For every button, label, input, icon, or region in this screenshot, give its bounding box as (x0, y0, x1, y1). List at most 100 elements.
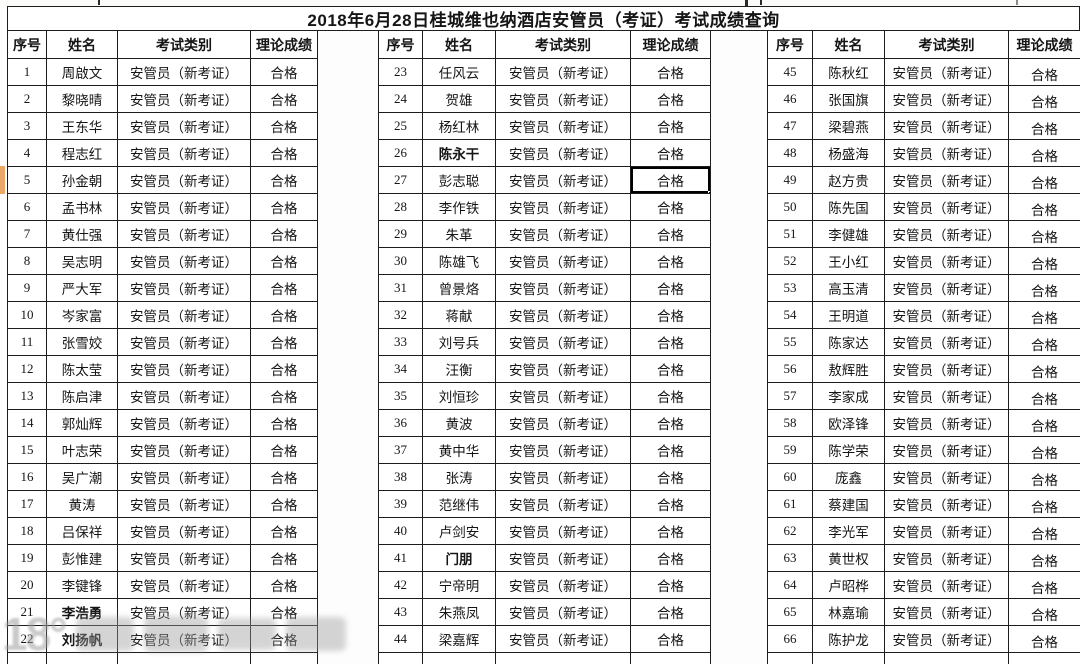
name-cell[interactable]: 高玉清 (812, 274, 885, 302)
score-cell[interactable]: 合格 (1008, 85, 1080, 113)
col-header-no[interactable]: 序号 (767, 30, 813, 59)
name-cell[interactable]: 李作铁 (422, 193, 496, 221)
name-cell[interactable]: 李健雄 (812, 220, 885, 248)
exam-type-cell[interactable]: 安管员（新考证） (117, 409, 251, 437)
score-cell[interactable]: 合格 (630, 328, 711, 356)
score-cell[interactable]: 合格 (630, 274, 711, 302)
empty-cell[interactable] (884, 652, 1009, 664)
exam-type-cell[interactable]: 安管员（新考证） (495, 112, 631, 140)
row-number-cell[interactable]: 14 (7, 409, 47, 437)
row-number-cell[interactable]: 65 (767, 598, 813, 626)
name-cell[interactable]: 陈护龙 (812, 625, 885, 653)
row-number-cell[interactable]: 10 (7, 301, 47, 329)
exam-type-cell[interactable]: 安管员（新考证） (495, 274, 631, 302)
exam-type-cell[interactable]: 安管员（新考证） (884, 58, 1009, 86)
exam-type-cell[interactable]: 安管员（新考证） (884, 490, 1009, 518)
exam-type-cell[interactable]: 安管员（新考证） (495, 220, 631, 248)
score-cell[interactable]: 合格 (630, 193, 711, 221)
row-number-cell[interactable]: 20 (7, 571, 47, 599)
row-number-cell[interactable]: 63 (767, 544, 813, 572)
exam-type-cell[interactable]: 安管员（新考证） (495, 598, 631, 626)
col-header-type[interactable]: 考试类别 (495, 30, 631, 59)
empty-cell[interactable] (812, 652, 885, 664)
row-number-cell[interactable]: 57 (767, 382, 813, 410)
row-number-cell[interactable]: 13 (7, 382, 47, 410)
score-cell[interactable]: 合格 (1008, 301, 1080, 329)
row-number-cell[interactable]: 19 (7, 544, 47, 572)
name-cell[interactable]: 刘扬帆 (46, 625, 118, 653)
score-cell[interactable]: 合格 (630, 409, 711, 437)
score-cell[interactable]: 合格 (1008, 247, 1080, 275)
exam-type-cell[interactable]: 安管员（新考证） (117, 436, 251, 464)
row-number-cell[interactable]: 34 (378, 355, 423, 383)
row-number-cell[interactable]: 7 (7, 220, 47, 248)
name-cell[interactable]: 吴志明 (46, 247, 118, 275)
selection-fill-handle[interactable] (708, 191, 710, 193)
name-cell[interactable]: 敖辉胜 (812, 355, 885, 383)
exam-type-cell[interactable]: 安管员（新考证） (117, 193, 251, 221)
name-cell[interactable]: 吕保祥 (46, 517, 118, 545)
exam-type-cell[interactable]: 安管员（新考证） (884, 517, 1009, 545)
score-cell[interactable]: 合格 (1008, 544, 1080, 572)
name-cell[interactable]: 黄仕强 (46, 220, 118, 248)
score-cell[interactable]: 合格 (250, 58, 318, 86)
row-number-cell[interactable]: 12 (7, 355, 47, 383)
exam-type-cell[interactable]: 安管员（新考证） (495, 301, 631, 329)
exam-type-cell[interactable]: 安管员（新考证） (117, 247, 251, 275)
exam-type-cell[interactable]: 安管员（新考证） (117, 463, 251, 491)
exam-type-cell[interactable]: 安管员（新考证） (884, 274, 1009, 302)
sheet-title-cell[interactable]: 2018年6月28日桂城维也纳酒店安管员（考证）考试成绩查询 (7, 6, 1080, 31)
row-number-cell[interactable]: 41 (378, 544, 423, 572)
name-cell[interactable]: 黄涛 (46, 490, 118, 518)
score-cell[interactable]: 合格 (1008, 193, 1080, 221)
col-header-score[interactable]: 理论成绩 (630, 30, 711, 59)
exam-type-cell[interactable]: 安管员（新考证） (117, 139, 251, 167)
exam-type-cell[interactable]: 安管员（新考证） (495, 247, 631, 275)
row-number-cell[interactable]: 29 (378, 220, 423, 248)
name-cell[interactable]: 王明道 (812, 301, 885, 329)
row-number-cell[interactable]: 26 (378, 139, 423, 167)
exam-type-cell[interactable]: 安管员（新考证） (495, 193, 631, 221)
exam-type-cell[interactable]: 安管员（新考证） (117, 517, 251, 545)
row-number-cell[interactable]: 25 (378, 112, 423, 140)
name-cell[interactable]: 陈秋红 (812, 58, 885, 86)
name-cell[interactable]: 吴广潮 (46, 463, 118, 491)
name-cell[interactable]: 周啟文 (46, 58, 118, 86)
score-cell[interactable]: 合格 (1008, 220, 1080, 248)
score-cell[interactable]: 合格 (630, 247, 711, 275)
row-number-cell[interactable]: 6 (7, 193, 47, 221)
name-cell[interactable]: 叶志荣 (46, 436, 118, 464)
exam-type-cell[interactable]: 安管员（新考证） (117, 274, 251, 302)
score-cell[interactable]: 合格 (630, 598, 711, 626)
name-cell[interactable]: 孙金朝 (46, 166, 118, 194)
name-cell[interactable]: 杨红林 (422, 112, 496, 140)
row-number-cell[interactable]: 27 (378, 166, 423, 194)
score-cell[interactable]: 合格 (250, 463, 318, 491)
row-number-cell[interactable]: 40 (378, 517, 423, 545)
score-cell[interactable]: 合格 (1008, 463, 1080, 491)
exam-type-cell[interactable]: 安管员（新考证） (117, 220, 251, 248)
row-number-cell[interactable]: 39 (378, 490, 423, 518)
score-cell[interactable]: 合格 (250, 166, 318, 194)
row-number-cell[interactable]: 51 (767, 220, 813, 248)
row-number-cell[interactable]: 45 (767, 58, 813, 86)
score-cell[interactable]: 合格 (630, 220, 711, 248)
exam-type-cell[interactable]: 安管员（新考证） (495, 328, 631, 356)
exam-type-cell[interactable]: 安管员（新考证） (117, 382, 251, 410)
exam-type-cell[interactable]: 安管员（新考证） (117, 598, 251, 626)
row-number-cell[interactable]: 42 (378, 571, 423, 599)
row-number-cell[interactable]: 8 (7, 247, 47, 275)
row-number-cell[interactable]: 15 (7, 436, 47, 464)
score-cell[interactable]: 合格 (1008, 571, 1080, 599)
row-number-cell[interactable]: 44 (378, 625, 423, 653)
empty-cell[interactable] (422, 652, 496, 664)
score-cell[interactable]: 合格 (250, 625, 318, 653)
name-cell[interactable]: 陈雄飞 (422, 247, 496, 275)
exam-type-cell[interactable]: 安管员（新考证） (884, 166, 1009, 194)
row-number-cell[interactable]: 28 (378, 193, 423, 221)
name-cell[interactable]: 梁碧燕 (812, 112, 885, 140)
exam-type-cell[interactable]: 安管员（新考证） (117, 85, 251, 113)
col-header-name[interactable]: 姓名 (812, 30, 885, 59)
exam-type-cell[interactable]: 安管员（新考证） (884, 355, 1009, 383)
row-number-cell[interactable]: 9 (7, 274, 47, 302)
